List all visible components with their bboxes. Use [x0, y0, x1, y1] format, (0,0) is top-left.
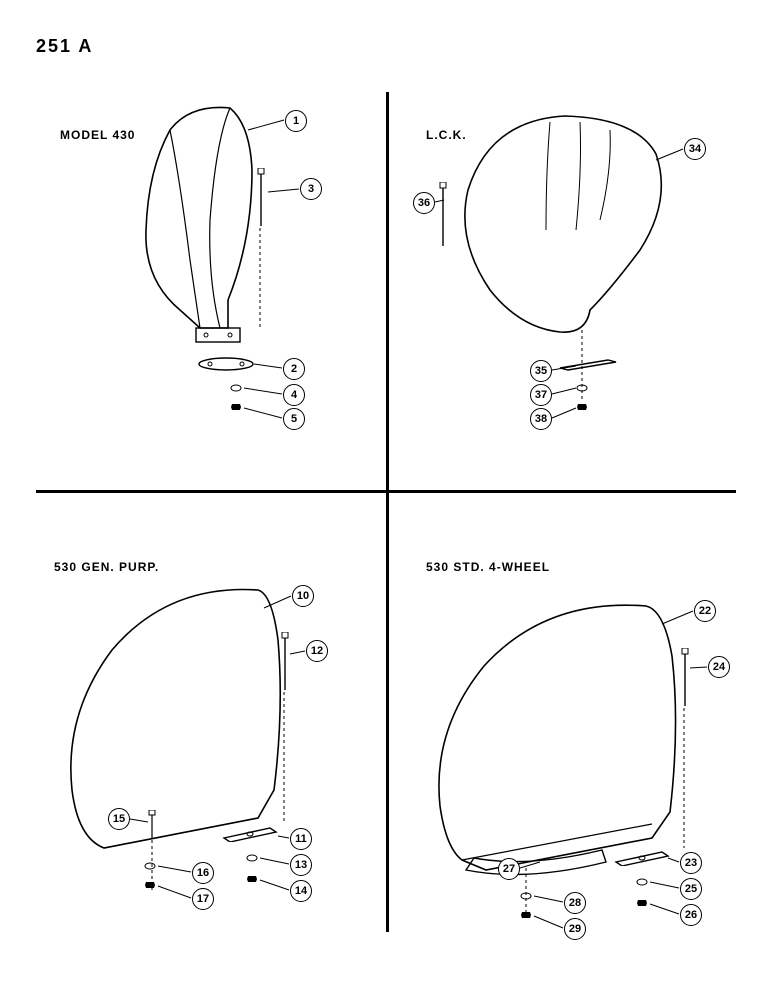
callout-circle: 37	[530, 384, 552, 406]
callout-circle: 2	[283, 358, 305, 380]
callout-circle: 28	[564, 892, 586, 914]
callout-circle: 10	[292, 585, 314, 607]
callout-circle: 38	[530, 408, 552, 430]
callout-circle: 17	[192, 888, 214, 910]
assembly-line-icon	[282, 692, 286, 822]
callout-circle: 1	[285, 110, 307, 132]
washer-icon	[520, 892, 532, 900]
callout-circle: 3	[300, 178, 322, 200]
fender-illustration-lck	[450, 110, 680, 340]
washer-icon	[246, 854, 258, 862]
nut-icon	[246, 874, 258, 884]
callout-circle: 23	[680, 852, 702, 874]
nut-icon	[144, 880, 156, 890]
fender-illustration-530-std	[426, 596, 686, 886]
callout-circle: 35	[530, 360, 552, 382]
plate-icon	[198, 356, 254, 372]
washer-icon	[576, 384, 588, 392]
panel-label-model-430: MODEL 430	[60, 128, 135, 142]
panel-label-530-gen-purp: 530 GEN. PURP.	[54, 560, 159, 574]
plate-icon	[222, 826, 278, 842]
nut-icon	[520, 910, 532, 920]
bolt-icon	[280, 632, 290, 692]
bolt-icon	[680, 648, 690, 708]
callout-circle: 22	[694, 600, 716, 622]
assembly-line-icon	[150, 840, 154, 890]
callout-circle: 36	[413, 192, 435, 214]
washer-icon	[636, 878, 648, 886]
bolt-icon	[148, 810, 156, 840]
panel-label-lck: L.C.K.	[426, 128, 467, 142]
callout-circle: 16	[192, 862, 214, 884]
callout-circle: 26	[680, 904, 702, 926]
bolt-icon	[256, 168, 266, 228]
washer-icon	[230, 384, 242, 392]
callout-circle: 34	[684, 138, 706, 160]
callout-circle: 13	[290, 854, 312, 876]
callout-circle: 15	[108, 808, 130, 830]
callout-circle: 29	[564, 918, 586, 940]
callout-circle: 24	[708, 656, 730, 678]
callout-circle: 14	[290, 880, 312, 902]
nut-icon	[636, 898, 648, 908]
nut-icon	[230, 402, 242, 412]
assembly-line-icon	[524, 868, 528, 914]
assembly-line-icon	[682, 708, 686, 848]
page-number: 251 A	[36, 36, 93, 57]
callout-circle: 11	[290, 828, 312, 850]
fender-illustration-530-gen	[58, 580, 288, 860]
callout-circle: 12	[306, 640, 328, 662]
panel-label-530-std-4wheel: 530 STD. 4-WHEEL	[426, 560, 550, 574]
callout-circle: 25	[680, 878, 702, 900]
callout-circle: 5	[283, 408, 305, 430]
plate-icon	[614, 850, 670, 866]
vertical-divider	[386, 92, 389, 932]
bolt-icon	[438, 182, 448, 248]
plate-icon	[558, 358, 618, 372]
washer-icon	[144, 862, 156, 870]
assembly-line-icon	[258, 228, 262, 328]
callout-circle: 27	[498, 858, 520, 880]
assembly-line-icon	[580, 330, 584, 400]
fender-illustration-model-430	[120, 100, 290, 360]
callout-circle: 4	[283, 384, 305, 406]
nut-icon	[576, 402, 588, 412]
